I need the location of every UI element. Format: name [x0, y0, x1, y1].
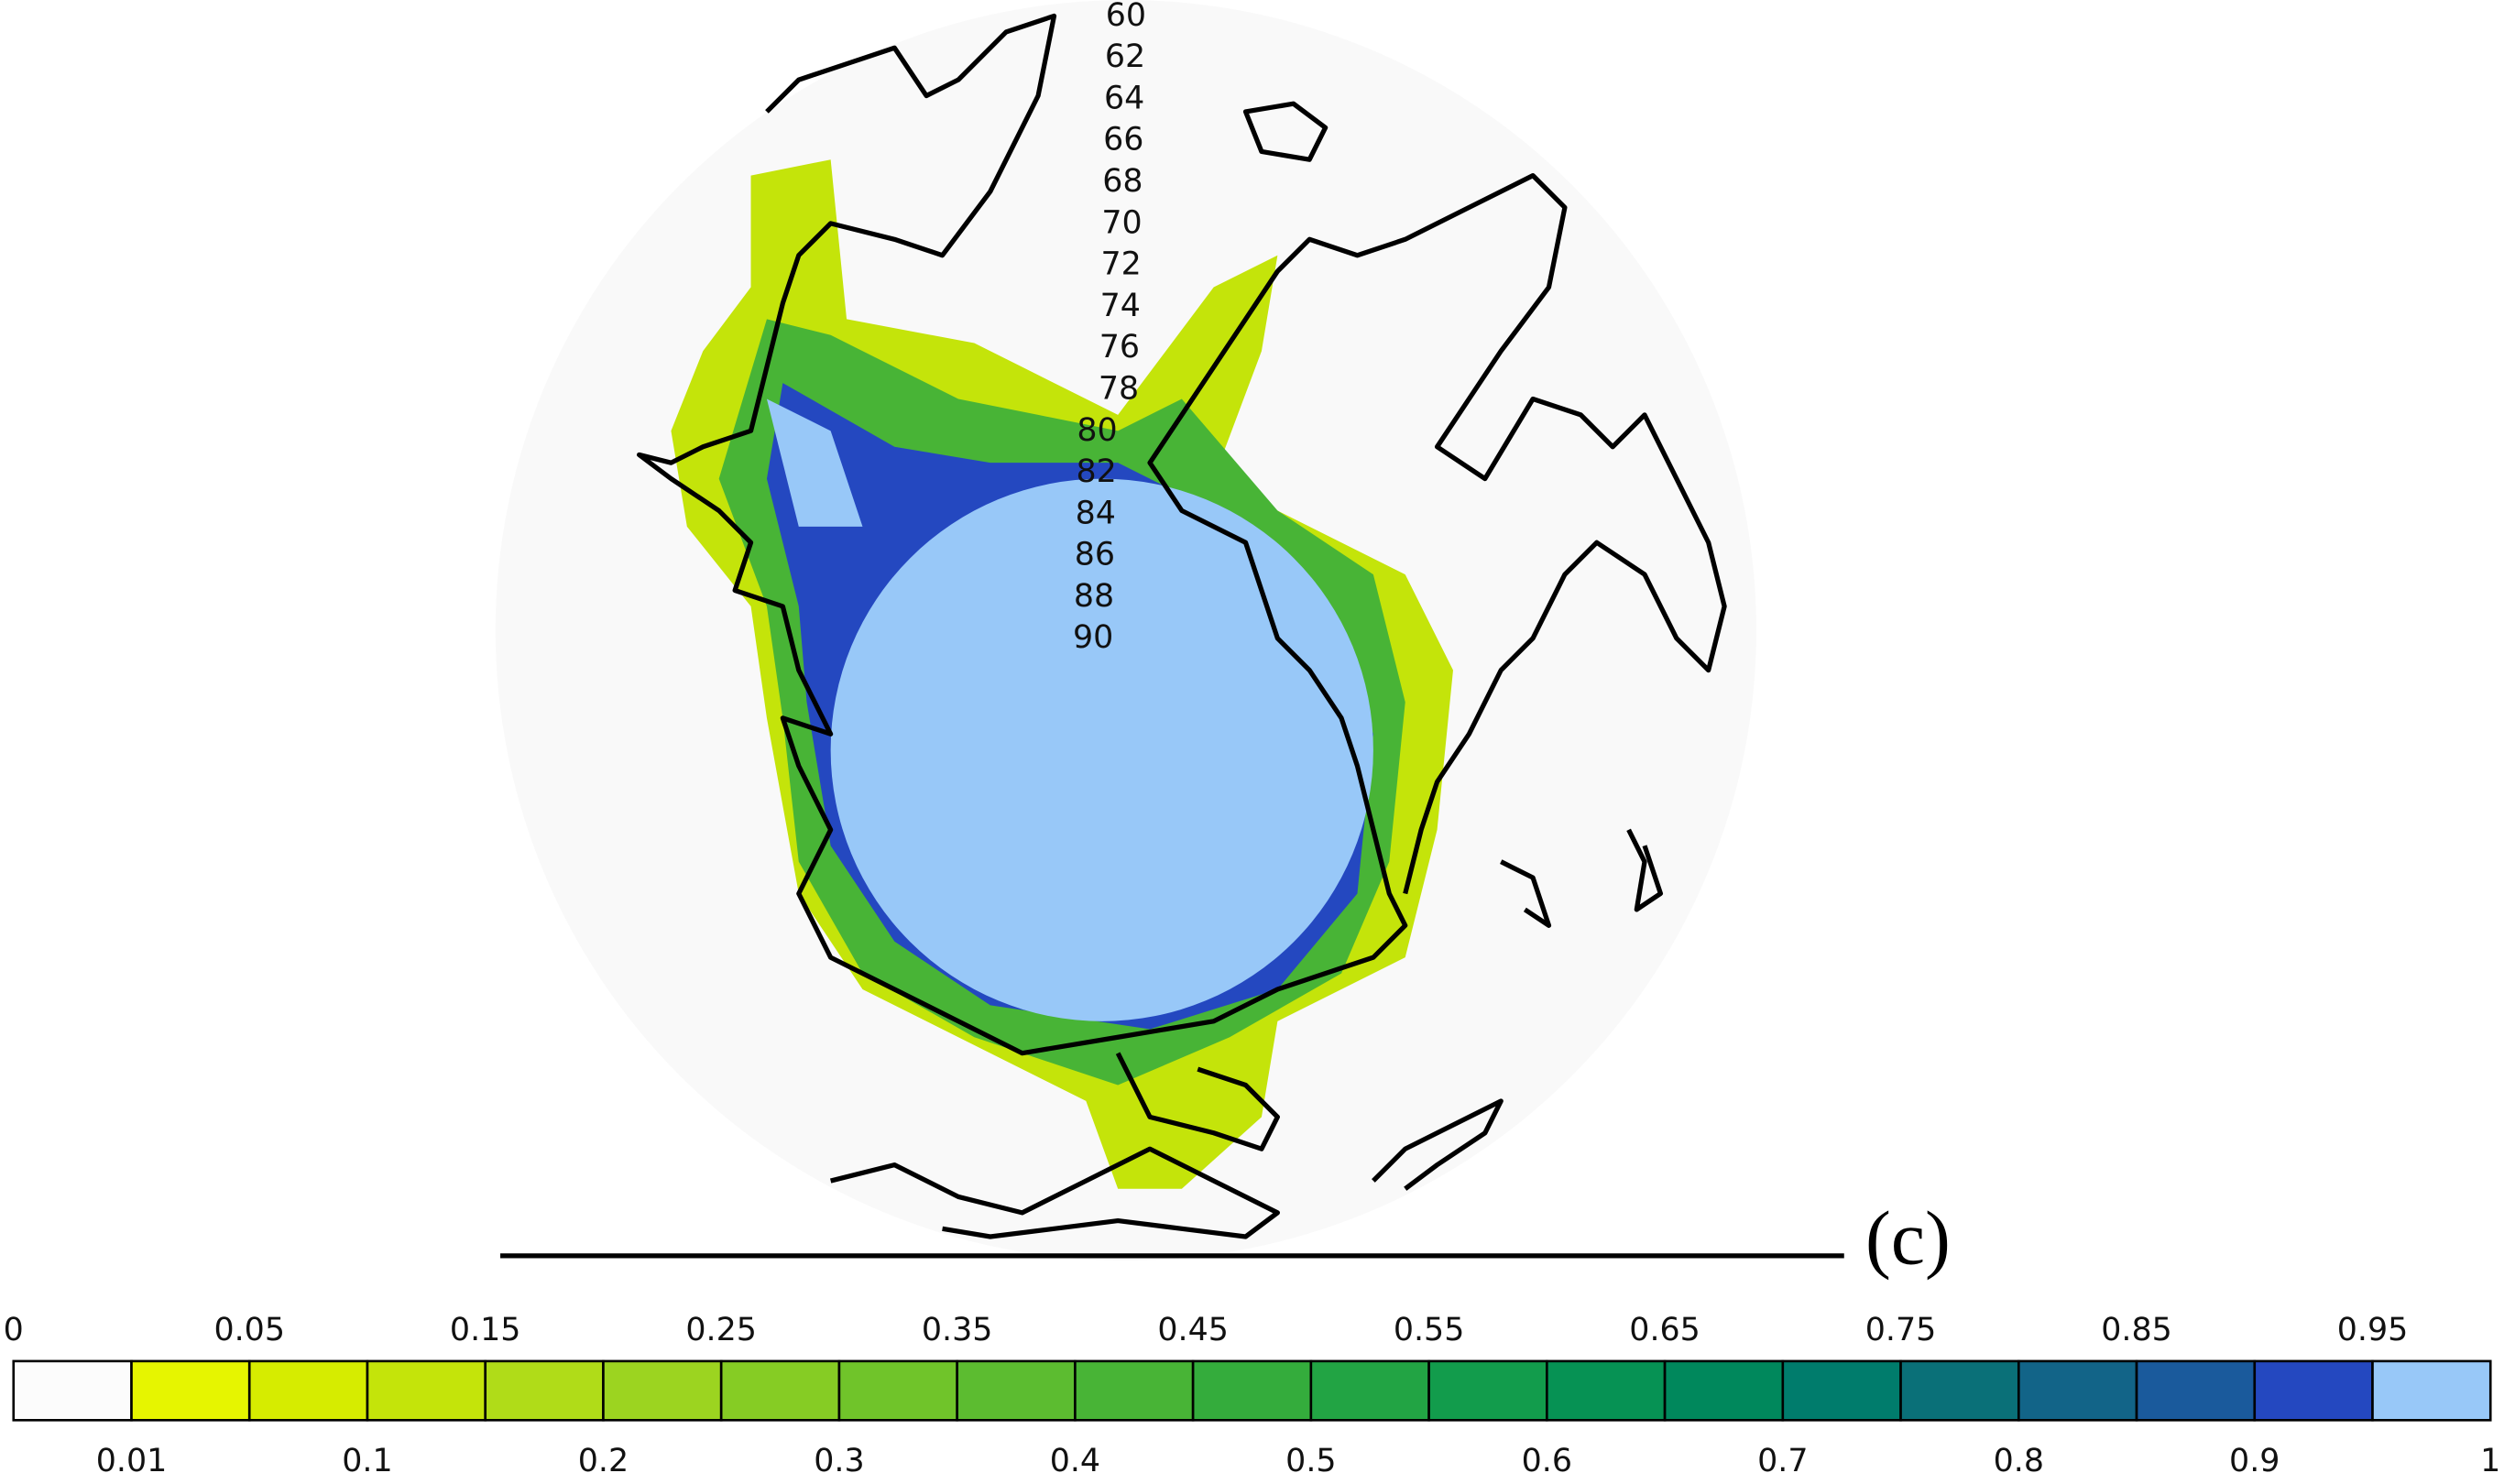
- colorbar-label: 0.85: [2101, 1312, 2172, 1348]
- colorbar-bin: [247, 1359, 369, 1422]
- latitude-label: 70: [1101, 204, 1142, 241]
- colorbar-bin: [2135, 1359, 2257, 1422]
- coastlines: [636, 13, 1727, 1239]
- colorbar-bin: [130, 1359, 251, 1422]
- colorbar-label: 0.4: [1050, 1443, 1100, 1479]
- colorbar-label: 0.1: [342, 1443, 392, 1479]
- colorbar-label: 0.6: [1522, 1443, 1572, 1479]
- latitude-label: 74: [1100, 288, 1141, 324]
- latitude-label: 88: [1074, 578, 1114, 615]
- colorbar-label: 0.65: [1629, 1312, 1700, 1348]
- colorbar-bin: [956, 1359, 1077, 1422]
- colorbar-label: 0.15: [450, 1312, 521, 1348]
- latitude-label: 76: [1099, 329, 1140, 366]
- colorbar-bin: [366, 1359, 487, 1422]
- latitude-label: 82: [1076, 453, 1116, 490]
- colorbar-label: 0.01: [96, 1443, 168, 1479]
- colorbar-label: 0.7: [1757, 1443, 1808, 1479]
- colorbar-label: 0.3: [814, 1443, 864, 1479]
- colorbar-label: 0.5: [1285, 1443, 1336, 1479]
- colorbar-bin: [1074, 1359, 1195, 1422]
- colorbar-bin: [1191, 1359, 1313, 1422]
- colorbar-bin: [1899, 1359, 2020, 1422]
- colorbar-bin: [602, 1359, 723, 1422]
- panel-label: (c): [1865, 1196, 1951, 1282]
- colorbar-label: 0.2: [578, 1443, 629, 1479]
- colorbar-label: 0.25: [685, 1312, 757, 1348]
- colorbar-bin: [2017, 1359, 2138, 1422]
- colorbar-bin: [484, 1359, 605, 1422]
- colorbar-bin: [2253, 1359, 2374, 1422]
- colorbar-bin: [1309, 1359, 1430, 1422]
- colorbar-label: 0.95: [2337, 1312, 2409, 1348]
- colorbar-bin: [719, 1359, 841, 1422]
- colorbar-bin: [1427, 1359, 1548, 1422]
- latitude-label: 84: [1076, 495, 1116, 531]
- colorbar-bin: [1663, 1359, 1785, 1422]
- colorbar-label: 0.05: [213, 1312, 285, 1348]
- colorbar-label: 1: [2480, 1443, 2500, 1479]
- colorbar-bin: [1781, 1359, 1902, 1422]
- latitude-label: 66: [1103, 122, 1143, 158]
- ice-field: [671, 159, 1453, 1189]
- colorbar-bin: [837, 1359, 958, 1422]
- latitude-label: 72: [1100, 246, 1141, 283]
- colorbar-bin: [2371, 1359, 2492, 1422]
- latitude-label: 64: [1104, 80, 1144, 116]
- colorbar-bin: [1546, 1359, 1667, 1422]
- latitude-label: 78: [1099, 370, 1139, 407]
- latitude-label: 86: [1075, 537, 1115, 573]
- latitude-label: 62: [1105, 38, 1145, 75]
- latitude-label: 60: [1106, 0, 1146, 34]
- colorbar-label: 0.9: [2229, 1443, 2280, 1479]
- colorbar-label: 0: [4, 1312, 24, 1348]
- colorbar-label: 0.55: [1394, 1312, 1465, 1348]
- colorbar-bin: [12, 1359, 133, 1422]
- colorbar-label: 0.35: [922, 1312, 993, 1348]
- latitude-label: 80: [1077, 412, 1117, 449]
- colorbar-label: 0.8: [1994, 1443, 2044, 1479]
- latitude-label: 90: [1073, 619, 1113, 656]
- colorbar-label: 0.45: [1157, 1312, 1229, 1348]
- colorbar-label: 0.75: [1865, 1312, 1937, 1348]
- latitude-label: 68: [1102, 163, 1143, 200]
